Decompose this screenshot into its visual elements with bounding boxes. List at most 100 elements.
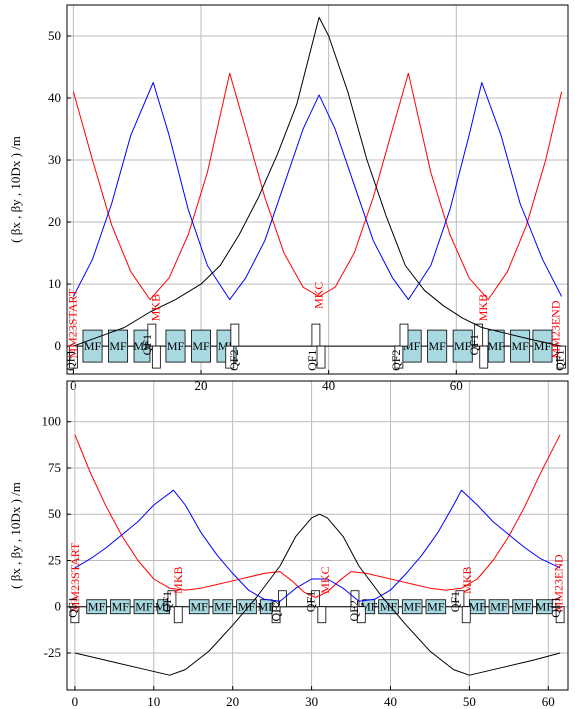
x-tick-label: 40 (322, 378, 335, 393)
y-tick-label: -25 (44, 645, 61, 660)
element-label: MM23END (551, 554, 565, 612)
dipole-label: MF (190, 600, 208, 614)
x-tick-label: 10 (147, 694, 160, 709)
dipole-label: MF (469, 600, 487, 614)
quadrupole-magnet (230, 323, 240, 347)
dipole-label: MF (109, 339, 127, 353)
dipole-label: MF (167, 339, 185, 353)
chart-panel-1: 0 20 40 60 0 10 20 30 40 50 ( βx , βy , 10Dx ) /m M… (8, 4, 569, 393)
x-tick-label: 60 (450, 378, 463, 393)
element-label: MM23START (66, 288, 80, 358)
series-line-beta-x (72, 72, 563, 301)
dipole-label: MF (112, 600, 130, 614)
dipole-magnet (86, 599, 107, 615)
element-label: MKC (311, 282, 325, 309)
element-label: MKB (460, 567, 474, 594)
element-label: QF2 (269, 600, 283, 621)
element-label: QF1 (64, 350, 78, 371)
element-label: MM23START (68, 542, 82, 612)
quadrupole-magnet (68, 345, 78, 369)
dipole-magnet (488, 599, 510, 615)
dipole-label: MF (428, 339, 446, 353)
series-line-dispersion (73, 16, 562, 347)
quadrupole-magnet (317, 606, 327, 624)
quadrupole-magnet (173, 606, 183, 624)
dipole-label: MF (454, 339, 472, 353)
dipole-magnet (425, 599, 447, 615)
dipole-magnet (487, 329, 505, 363)
quadrupole-magnet (399, 323, 409, 347)
dipole-label: MF (490, 600, 508, 614)
quadrupole-magnet (151, 345, 161, 369)
series-line-beta-x (74, 434, 561, 598)
quadrupole-magnet (474, 323, 484, 347)
dipole-magnet (452, 329, 473, 363)
element-label: MKB (171, 566, 185, 593)
element-label: QF1 (160, 591, 174, 612)
element-label: QF1 (140, 334, 154, 355)
y-tick-label: 0 (55, 599, 62, 614)
quadrupole-magnet (394, 345, 404, 369)
dipole-magnet (165, 329, 186, 363)
quadrupole-magnet (311, 590, 320, 608)
quadrupole-magnet (555, 606, 565, 624)
quadrupole-magnet (147, 323, 157, 347)
plot-area: MF MF MF MF MF MF MF MF MF MF MF MF MF MF MF MFMM23STAR… (66, 434, 565, 676)
y-tick-label: 75 (48, 460, 61, 475)
element-label: MM23END (549, 300, 563, 358)
y-tick-label: 50 (48, 506, 61, 521)
dipole-label: MF (258, 600, 276, 614)
quadrupole-magnet (225, 345, 235, 369)
y-tick-label: 20 (48, 214, 61, 229)
element-label: QF1 (66, 596, 80, 617)
quadrupole-magnet (455, 590, 465, 608)
dipole-magnet (532, 329, 553, 363)
dipole-label: MF (135, 600, 153, 614)
quadrupole-magnet (311, 323, 321, 347)
y-tick-label: 25 (48, 552, 61, 567)
x-tick-label: 20 (226, 694, 239, 709)
x-tick-label: 30 (305, 694, 318, 709)
element-label: QF1 (467, 334, 481, 355)
dipole-magnet (191, 329, 211, 363)
dipole-magnet (188, 599, 210, 615)
quadrupole-magnet (316, 345, 326, 369)
series-line-beta-y (74, 489, 561, 602)
plot-area: MFMFMFMFMFMFMFMFMFMFMFMFMM23STARTMKBMKCM… (64, 16, 567, 371)
dipole-magnet (401, 599, 423, 615)
series-line-beta-y (72, 82, 563, 301)
y-tick-label: 30 (48, 152, 61, 167)
y-tick-label: 100 (42, 414, 62, 429)
dipole-label: MF (133, 339, 151, 353)
quadrupole-magnet (557, 345, 567, 369)
element-label: QF1 (552, 350, 566, 371)
element-label: MKC (318, 566, 332, 593)
dipole-label: MF (214, 600, 232, 614)
plot-frame (66, 4, 569, 375)
dipole-label: MF (404, 600, 422, 614)
dipole-label: MF (192, 339, 210, 353)
dipole-magnet (109, 599, 131, 615)
quadrupole-magnet (70, 606, 80, 624)
dipole-label: MF (536, 600, 554, 614)
quadrupole-magnet (356, 606, 366, 624)
plot-frame (66, 380, 569, 691)
x-tick-label: 0 (70, 378, 77, 393)
series-line-dispersion (74, 513, 561, 676)
y-axis-label: ( βx , βy , 10Dx ) /m (8, 136, 23, 243)
dipole-magnet (427, 329, 448, 363)
quadrupole-magnet (167, 590, 177, 608)
dipole-magnet (82, 329, 103, 363)
x-tick-label: 40 (384, 694, 397, 709)
dipole-label: MF (488, 339, 506, 353)
dipole-label: MF (511, 339, 529, 353)
element-label: QF2 (389, 350, 403, 371)
dipole-magnet (512, 599, 533, 615)
dipole-magnet (536, 599, 553, 615)
element-label: MKB (476, 294, 490, 321)
quadrupole-magnet (271, 606, 281, 624)
dipole-label: MF (84, 339, 102, 353)
y-axis-label: ( βx , βy , 10Dx ) /m (8, 482, 23, 589)
element-label: QF1 (548, 596, 562, 617)
